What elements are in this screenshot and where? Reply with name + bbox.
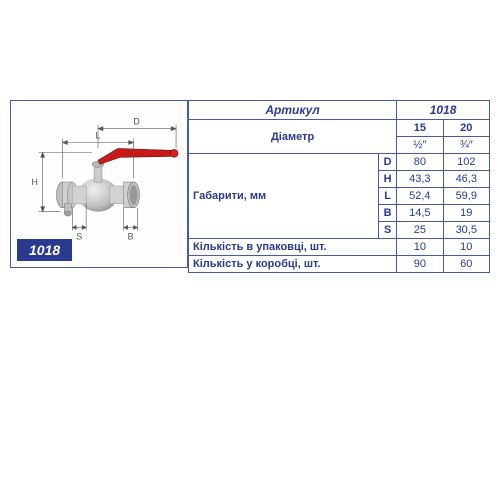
param-l: L: [379, 188, 397, 205]
dim-label-b: B: [128, 231, 134, 241]
box-0: 90: [397, 256, 443, 273]
val-s-1: 30,5: [443, 222, 489, 239]
pack-label: Кількість в упаковці, шт.: [189, 239, 397, 256]
dimensions-label: Габарити, мм: [189, 154, 379, 239]
dia-in-1: ¾″: [443, 137, 489, 154]
val-b-0: 14,5: [397, 205, 443, 222]
dia-mm-0: 15: [397, 120, 443, 137]
dim-label-s: S: [76, 231, 82, 241]
row-dim-d: Габарити, мм D 80 102: [189, 154, 490, 171]
param-d: D: [379, 154, 397, 171]
val-l-1: 59,9: [443, 188, 489, 205]
article-value: 1018: [397, 101, 490, 120]
content: D L H S B 1018 Артикул 1018 Діаметр 15 2…: [10, 100, 490, 273]
spec-table: Артикул 1018 Діаметр 15 20 ½″ ¾″ Габарит…: [188, 100, 490, 273]
val-b-1: 19: [443, 205, 489, 222]
param-s: S: [379, 222, 397, 239]
box-label: Кількість у коробці, шт.: [189, 256, 397, 273]
pack-0: 10: [397, 239, 443, 256]
val-s-0: 25: [397, 222, 443, 239]
article-label: Артикул: [189, 101, 397, 120]
val-h-0: 43,3: [397, 171, 443, 188]
val-l-0: 52,4: [397, 188, 443, 205]
val-h-1: 46,3: [443, 171, 489, 188]
row-article: Артикул 1018: [189, 101, 490, 120]
dim-label-h: H: [32, 177, 38, 187]
article-badge: 1018: [17, 239, 72, 261]
dia-mm-1: 20: [443, 120, 489, 137]
val-d-0: 80: [397, 154, 443, 171]
dia-in-0: ½″: [397, 137, 443, 154]
valve-diagram: D L H S B 1018: [10, 100, 188, 268]
pack-1: 10: [443, 239, 489, 256]
param-b: B: [379, 205, 397, 222]
diameter-label: Діаметр: [189, 120, 397, 154]
dim-label-d: D: [133, 117, 139, 127]
dim-label-l: L: [96, 131, 101, 141]
row-pack: Кількість в упаковці, шт. 10 10: [189, 239, 490, 256]
row-diameter-mm: Діаметр 15 20: [189, 120, 490, 137]
box-1: 60: [443, 256, 489, 273]
param-h: H: [379, 171, 397, 188]
val-d-1: 102: [443, 154, 489, 171]
row-box: Кількість у коробці, шт. 90 60: [189, 256, 490, 273]
